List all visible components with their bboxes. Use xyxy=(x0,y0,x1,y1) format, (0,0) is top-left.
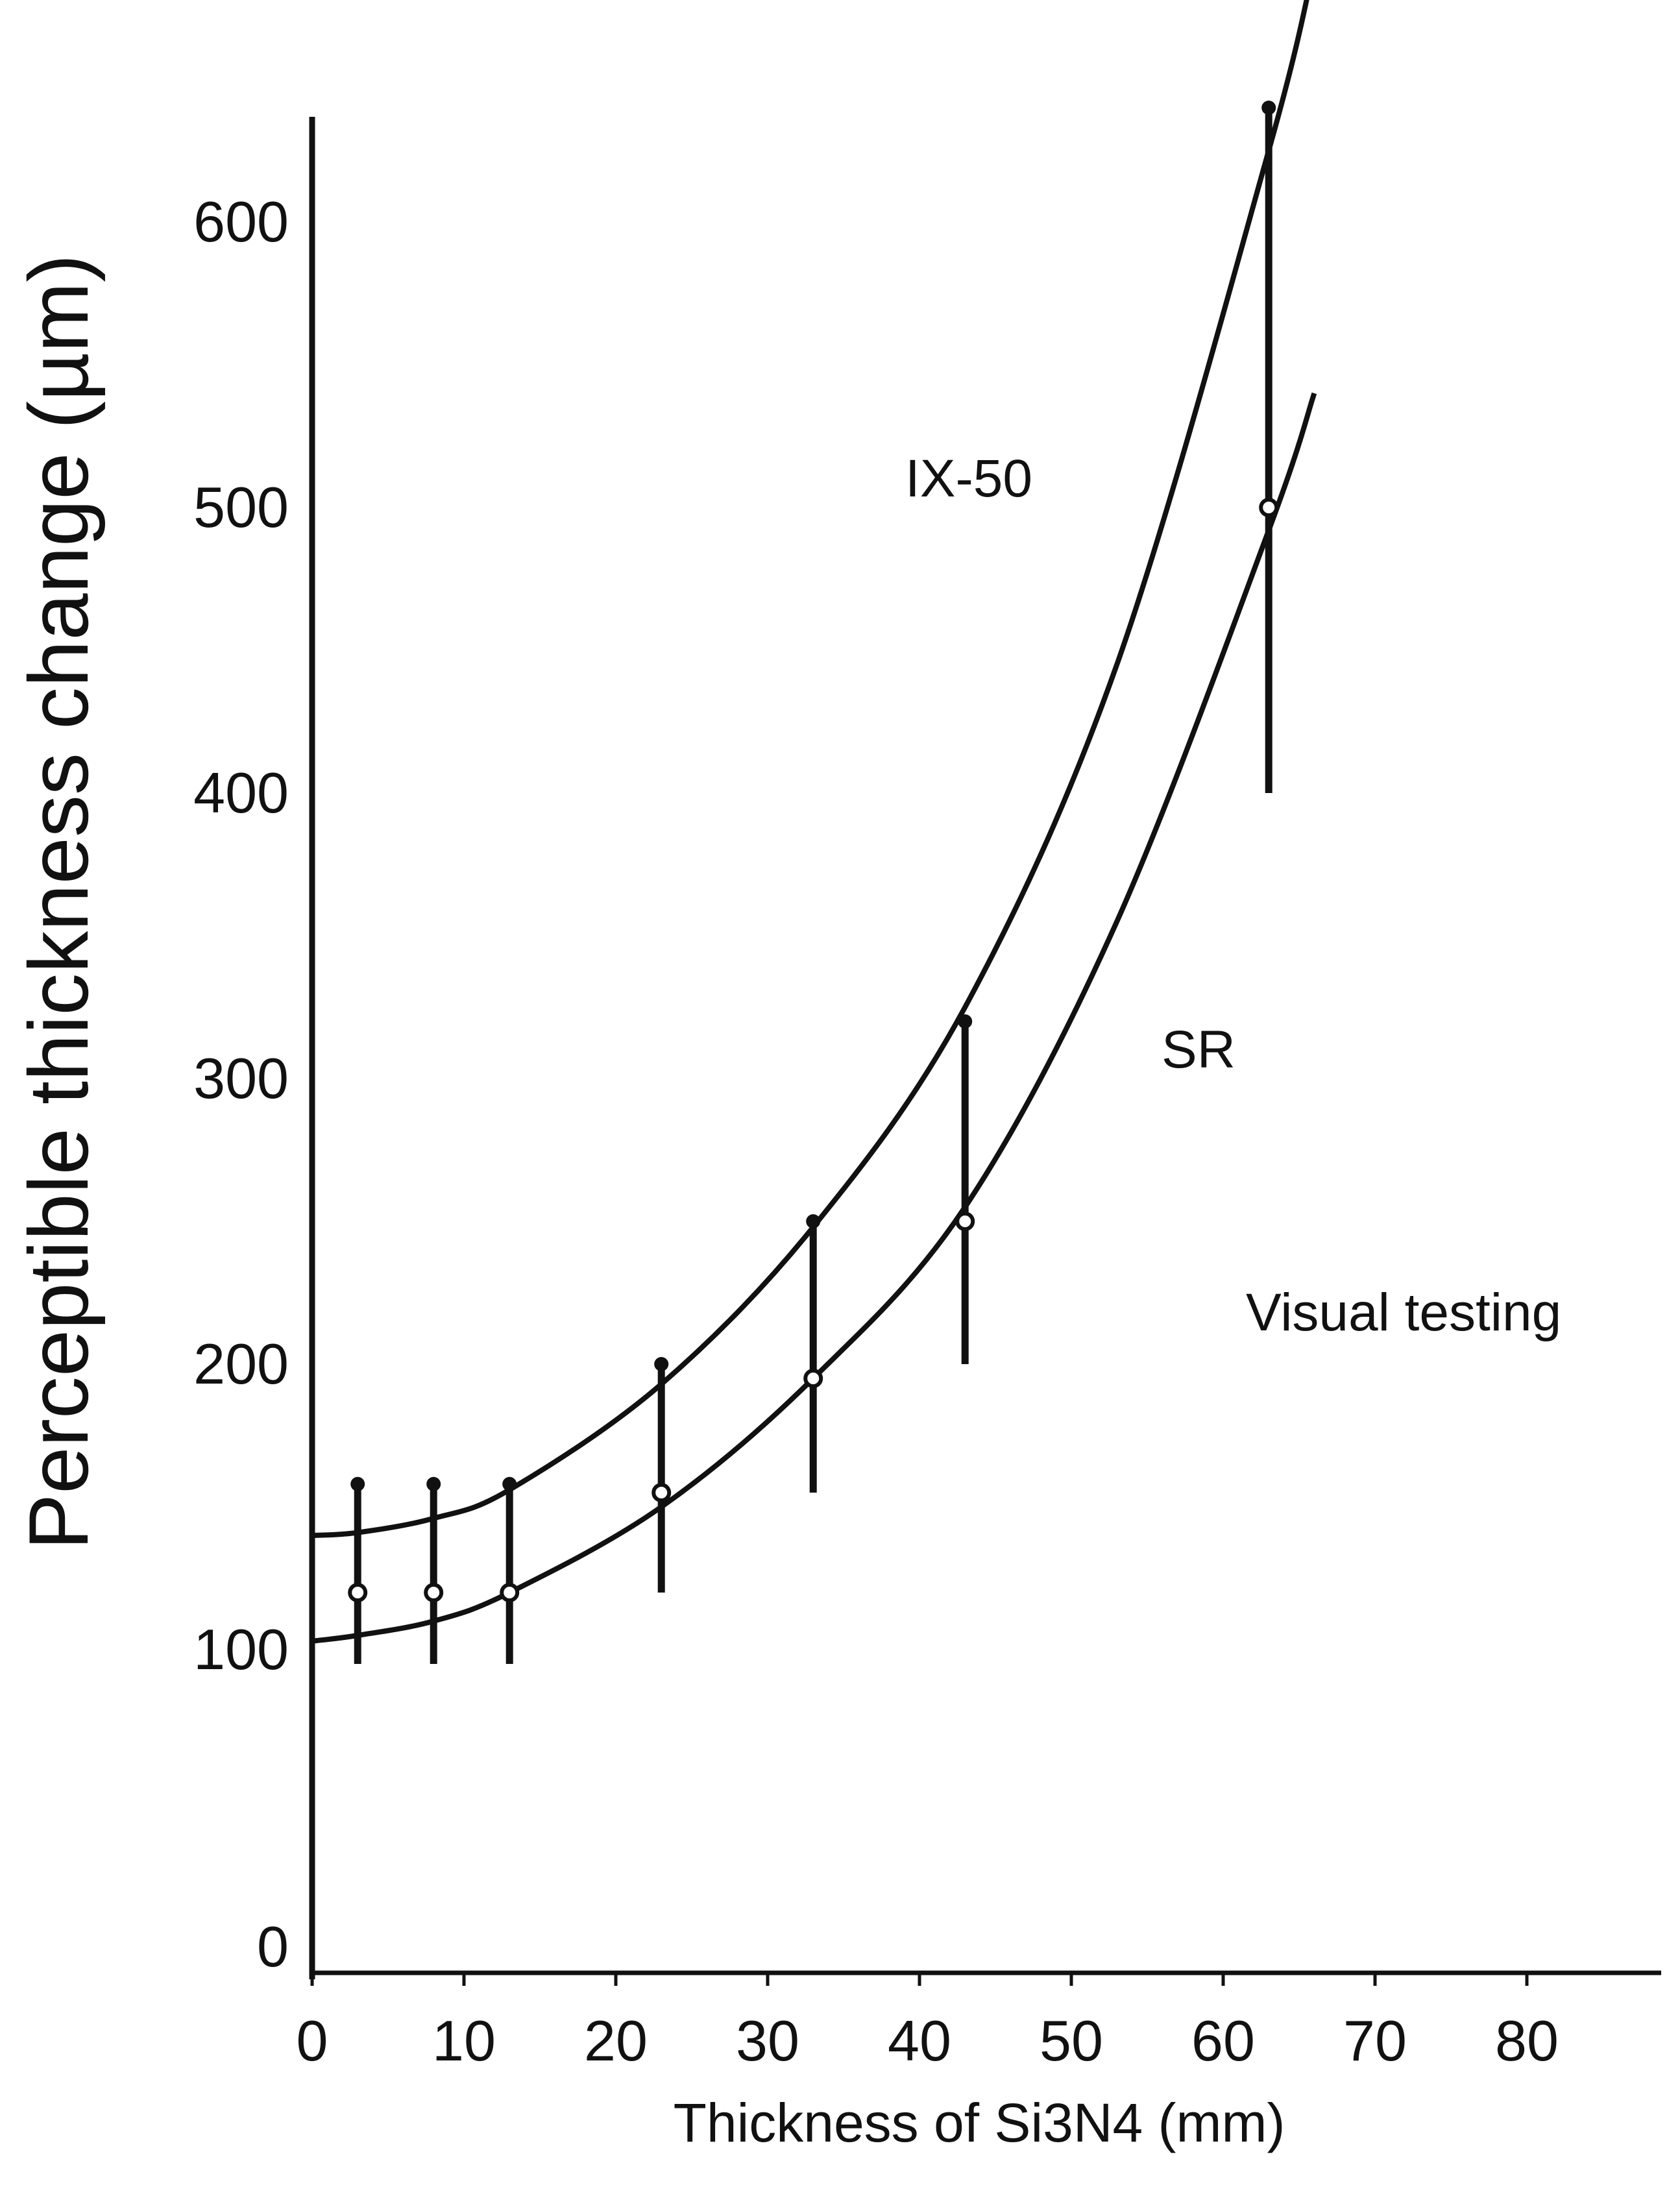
x-tick-label: 0 xyxy=(297,2009,328,2073)
data-point-ix-50 xyxy=(1261,101,1276,115)
axes xyxy=(309,117,1661,1979)
series-line-sr xyxy=(311,392,1317,1644)
x-tick-label: 80 xyxy=(1495,2009,1559,2073)
data-point-ix-50 xyxy=(426,1476,441,1491)
data-point-ix-50 xyxy=(806,1214,821,1228)
y-axis-title: Perceptible thickness change (µm) xyxy=(11,254,106,1550)
y-tick-label: 200 xyxy=(193,1332,289,1396)
y-tick-label: 600 xyxy=(193,189,289,254)
x-axis-title: Thickness of Si3N4 (mm) xyxy=(674,2092,1285,2153)
y-tick-label: 400 xyxy=(193,761,289,825)
annotation-ix50: IX-50 xyxy=(905,449,1032,508)
x-tick-label: 10 xyxy=(432,2009,496,2073)
x-tick-label: 30 xyxy=(736,2009,799,2073)
data-point-sr xyxy=(651,1483,672,1502)
annotation-sr: SR xyxy=(1162,1020,1236,1079)
data-point-sr xyxy=(500,1583,520,1602)
data-point-ix-50 xyxy=(654,1357,669,1371)
x-tick-label: 20 xyxy=(584,2009,648,2073)
x-tick-label: 70 xyxy=(1343,2009,1407,2073)
data-point-sr xyxy=(803,1369,823,1388)
data-point-sr xyxy=(1259,498,1279,517)
y-tick-label: 100 xyxy=(193,1617,289,1681)
x-tick-label: 60 xyxy=(1191,2009,1255,2073)
x-tick-label: 50 xyxy=(1040,2009,1103,2073)
y-tick-label: 0 xyxy=(257,1914,289,1979)
y-tick-label: 500 xyxy=(193,475,289,539)
annotation-visual-testing: Visual testing xyxy=(1246,1283,1561,1342)
x-tick-label: 40 xyxy=(888,2009,951,2073)
data-point-ix-50 xyxy=(958,1014,973,1029)
data-point-sr xyxy=(424,1583,444,1602)
y-tick-label: 300 xyxy=(193,1046,289,1110)
series-line-ix-50 xyxy=(311,0,1309,1538)
data-point-ix-50 xyxy=(502,1476,517,1491)
data-point-sr xyxy=(955,1212,975,1231)
data-point-sr xyxy=(348,1583,368,1602)
data-point-ix-50 xyxy=(350,1476,365,1491)
